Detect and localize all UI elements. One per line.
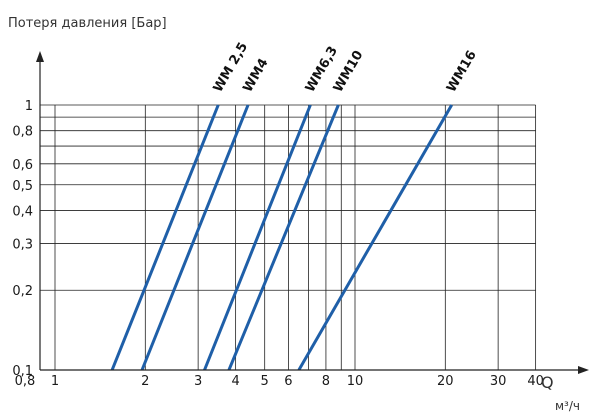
- x-tick-label: 2: [141, 374, 149, 389]
- y-tick-label: 0,3: [12, 238, 33, 253]
- series-layer: [110, 104, 453, 370]
- x-axis-label: Q: [541, 373, 554, 392]
- x-tick-label: 4: [231, 374, 239, 389]
- series-line: [110, 104, 220, 370]
- grid: [40, 104, 537, 371]
- x-tick-label: 40: [527, 374, 544, 389]
- series-line: [140, 104, 250, 370]
- y-tick-label: 0,8: [12, 125, 33, 140]
- y-tick-label: 0,1: [12, 364, 33, 379]
- y-tick-label: 0,5: [12, 179, 33, 194]
- series-label: WM16: [444, 48, 480, 95]
- y-tick-label: 1: [25, 99, 33, 114]
- x-tick-label: 20: [437, 374, 454, 389]
- series-line: [203, 104, 312, 370]
- x-tick-label: 10: [347, 374, 364, 389]
- y-axis-label: Потеря давления [Бар]: [8, 16, 167, 31]
- y-tick-label: 0,2: [12, 284, 33, 299]
- x-tick-label: 3: [194, 374, 202, 389]
- axes: [36, 51, 589, 374]
- x-tick-label: 1: [51, 374, 59, 389]
- tick-labels: 0,8 1 2 3 4 5 6 8 10 20 30 40 0,1 0,2 0,3 0,4 0,5 0,6 0,8 1: [12, 99, 544, 389]
- series-line: [227, 104, 340, 370]
- x-tick-label: 30: [490, 374, 507, 389]
- series-line: [297, 104, 453, 370]
- x-tick-label: 6: [284, 374, 292, 389]
- x-tick-label: 8: [322, 374, 330, 389]
- y-tick-label: 0,6: [12, 158, 33, 173]
- y-tick-label: 0,4: [12, 204, 33, 219]
- x-axis-arrow: [578, 366, 589, 374]
- x-tick-label: 5: [261, 374, 269, 389]
- series-label: WM4: [241, 56, 272, 95]
- x-axis-unit: м³/ч: [555, 399, 580, 413]
- y-axis-arrow: [36, 51, 44, 62]
- x-tick-label: 0,8: [15, 374, 36, 389]
